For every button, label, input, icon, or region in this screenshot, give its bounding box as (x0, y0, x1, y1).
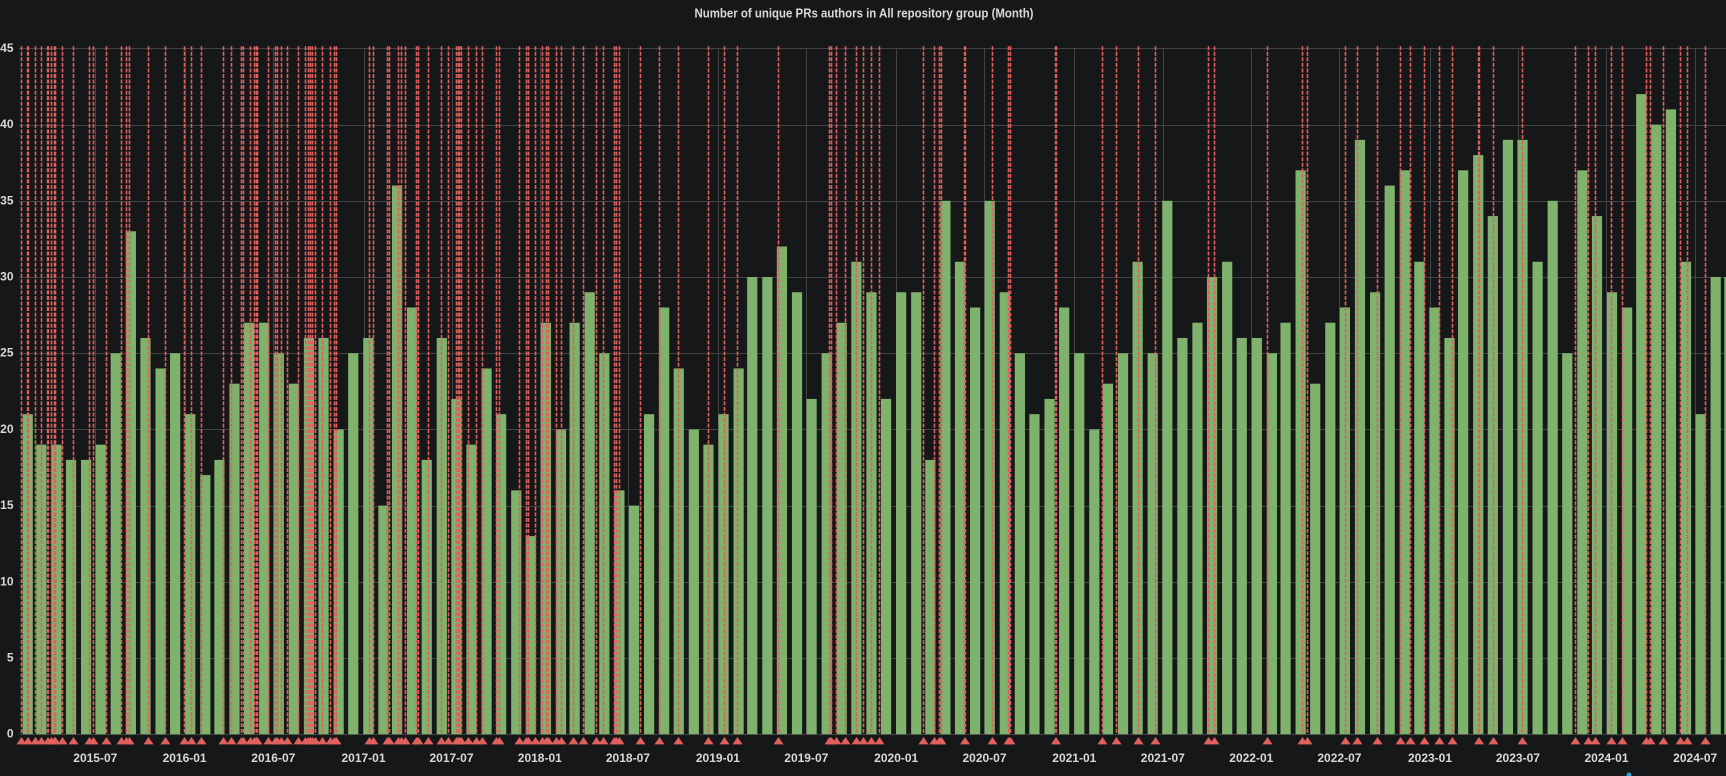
svg-text:Number of unique PRs authors i: Number of unique PRs authors in All repo… (695, 6, 1034, 21)
svg-text:2022-01: 2022-01 (1229, 751, 1273, 765)
svg-text:10: 10 (0, 574, 14, 588)
svg-text:40: 40 (0, 117, 14, 131)
svg-text:20: 20 (0, 422, 14, 436)
svg-text:2018-01: 2018-01 (518, 751, 562, 765)
svg-text:0: 0 (7, 727, 14, 741)
svg-text:2020-07: 2020-07 (962, 751, 1006, 765)
svg-text:30: 30 (0, 270, 14, 284)
svg-text:2024-07: 2024-07 (1673, 751, 1717, 765)
svg-text:2020-01: 2020-01 (874, 751, 918, 765)
svg-text:2016-01: 2016-01 (163, 751, 207, 765)
svg-text:45: 45 (0, 41, 14, 55)
svg-text:2023-07: 2023-07 (1496, 751, 1540, 765)
svg-text:2021-01: 2021-01 (1052, 751, 1096, 765)
svg-text:2023-01: 2023-01 (1408, 751, 1452, 765)
svg-text:2017-01: 2017-01 (341, 751, 385, 765)
svg-text:2021-07: 2021-07 (1141, 751, 1185, 765)
svg-text:2019-07: 2019-07 (784, 751, 828, 765)
svg-text:2015-07: 2015-07 (73, 751, 117, 765)
svg-text:15: 15 (0, 498, 14, 512)
svg-text:2017-07: 2017-07 (429, 751, 473, 765)
svg-text:25: 25 (0, 346, 14, 360)
svg-text:5: 5 (7, 651, 14, 665)
svg-text:2018-07: 2018-07 (606, 751, 650, 765)
svg-text:2022-07: 2022-07 (1317, 751, 1361, 765)
svg-text:2016-07: 2016-07 (251, 751, 295, 765)
svg-text:35: 35 (0, 193, 14, 207)
svg-text:2019-01: 2019-01 (696, 751, 740, 765)
svg-text:2024-01: 2024-01 (1584, 751, 1628, 765)
